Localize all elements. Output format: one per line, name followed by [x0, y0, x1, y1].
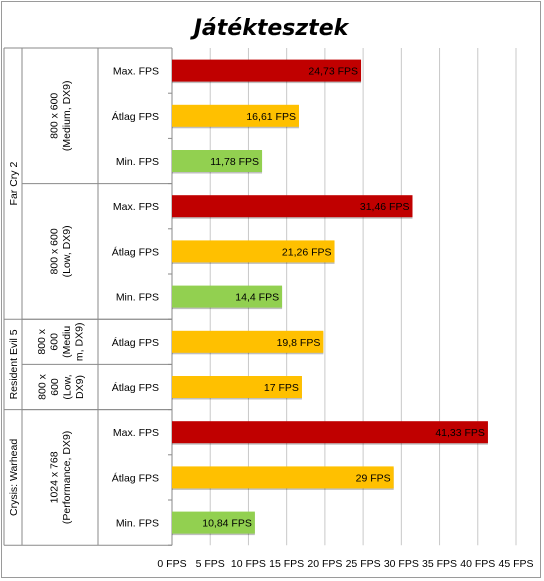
setting-label-line: (Low, DX9)	[61, 225, 73, 277]
bar	[172, 330, 324, 353]
category-label: Min. FPS	[116, 292, 159, 304]
data-label: 29 FPS	[356, 472, 391, 484]
chart-title: Játéktesztek	[190, 16, 350, 41]
data-label: 16,61 FPS	[246, 111, 296, 123]
category-label: Átlag FPS	[112, 471, 159, 484]
setting-label-line: 600	[49, 378, 61, 396]
setting-label: 800 x600(Medium, DX9)	[36, 323, 86, 362]
data-label: 11,78 FPS	[210, 156, 259, 168]
data-label: 24,73 FPS	[308, 66, 358, 78]
game-label: Resident Evil 5	[8, 329, 20, 399]
setting-label-line: 800 x 600	[49, 93, 61, 139]
category-label: Átlag FPS	[112, 245, 159, 258]
bar	[172, 421, 488, 444]
setting-label-line: (Mediu	[61, 326, 73, 358]
x-tick-label: 0 FPS	[157, 558, 186, 570]
category-label: Max. FPS	[113, 66, 159, 78]
bar	[172, 104, 299, 127]
setting-label-line: 800 x 600	[49, 228, 61, 274]
data-label: 17 FPS	[264, 382, 299, 394]
x-tick-label: 15 FPS	[269, 558, 304, 570]
data-label: 41,33 FPS	[435, 427, 485, 439]
data-label: 10,84 FPS	[202, 518, 252, 530]
category-label: Átlag FPS	[112, 336, 159, 349]
setting-label: 800 x 600(Low, DX9)	[49, 225, 74, 277]
data-label: 19,8 FPS	[277, 337, 321, 349]
setting-label-line: (Medium, DX9)	[61, 80, 73, 151]
setting-label: 800 x 600(Medium, DX9)	[49, 80, 74, 151]
bar	[172, 240, 335, 263]
x-tick-label: 40 FPS	[460, 558, 495, 570]
x-tick-label: 5 FPS	[196, 558, 225, 570]
setting-label: 800 x600(Low,DX9)	[36, 373, 86, 399]
setting-label-line: (Performance, DX9)	[61, 431, 73, 524]
setting-label-line: DX9)	[74, 375, 86, 399]
category-label: Átlag FPS	[112, 381, 159, 394]
category-label: Átlag FPS	[112, 110, 159, 123]
data-label: 31,46 FPS	[360, 201, 410, 213]
bar	[172, 285, 283, 308]
setting-label-line: 600	[49, 333, 61, 351]
bar	[172, 59, 362, 82]
x-tick-label: 20 FPS	[307, 558, 342, 570]
setting-label-line: 800 x	[36, 328, 48, 354]
bar	[172, 150, 263, 172]
category-label: Max. FPS	[113, 427, 159, 439]
setting-label: 1024 x 768(Performance, DX9)	[49, 431, 74, 524]
bar	[172, 195, 413, 218]
x-tick-label: 45 FPS	[498, 558, 533, 570]
bar	[172, 376, 302, 398]
data-label: 14,4 FPS	[235, 292, 279, 304]
category-label: Min. FPS	[116, 518, 159, 530]
setting-label-line: 1024 x 768	[49, 451, 61, 503]
setting-label-line: 800 x	[36, 373, 48, 399]
data-label: 21,26 FPS	[282, 246, 332, 258]
x-tick-label: 25 FPS	[346, 558, 381, 570]
game-label: Far Cry 2	[8, 162, 20, 206]
setting-label-line: m, DX9)	[74, 323, 86, 362]
x-tick-label: 35 FPS	[422, 558, 457, 570]
game-label: Crysis: Warhead	[8, 439, 20, 516]
setting-label-line: (Low,	[61, 374, 73, 399]
category-label: Min. FPS	[116, 156, 159, 168]
x-tick-label: 10 FPS	[231, 558, 266, 570]
bar	[172, 466, 394, 489]
bar	[172, 511, 255, 534]
category-label: Max. FPS	[113, 201, 159, 213]
x-tick-label: 30 FPS	[384, 558, 419, 570]
